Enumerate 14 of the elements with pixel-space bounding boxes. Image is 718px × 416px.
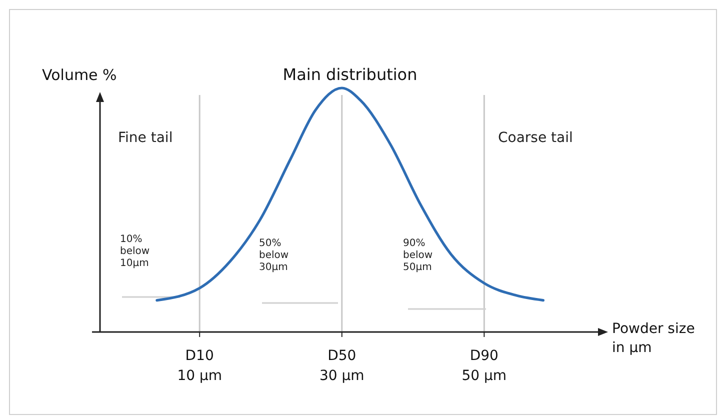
ref-line-label: D50 — [328, 348, 356, 364]
x-tick-label: 50 µm — [462, 368, 507, 384]
x-axis-title: Powder size in µm — [612, 321, 695, 356]
y-axis-title: Volume % — [42, 66, 117, 84]
chart-title: Main distribution — [282, 65, 418, 84]
annotation: 90% below 50µm — [403, 238, 433, 273]
ref-line-label: D10 — [185, 348, 214, 364]
annotation: 50% below 30µm — [259, 238, 289, 273]
x-tick-label: 10 µm — [177, 368, 222, 384]
annotation: 10% below 10µm — [120, 234, 150, 269]
annotation: Coarse tail — [498, 130, 573, 146]
x-tick-label: 30 µm — [319, 368, 364, 384]
annotation: Fine tail — [118, 130, 173, 146]
ref-line-label: D90 — [470, 348, 498, 364]
